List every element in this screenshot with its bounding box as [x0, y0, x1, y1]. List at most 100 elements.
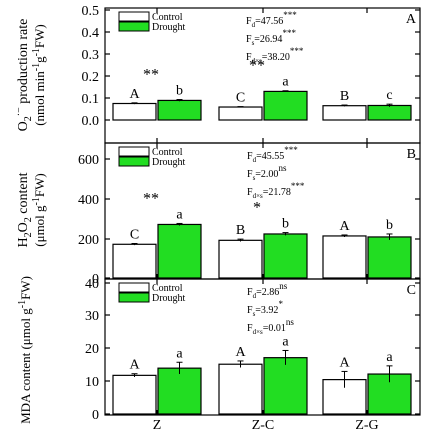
significance-letter: A	[129, 87, 140, 102]
legend-swatch	[118, 156, 150, 167]
stat-part: ***	[284, 145, 298, 155]
stat-part: ***	[290, 46, 304, 56]
y-tick-label: 0.2	[82, 70, 100, 85]
stat-part: F	[247, 287, 253, 298]
stat-line: Fd×s=38.20***	[246, 46, 304, 65]
stat-part: =21.78	[263, 187, 291, 198]
stat-part: =26.94	[254, 34, 282, 45]
y-label-part: -1	[17, 300, 28, 308]
y-axis-label: MDA content (μmol g-1FW)	[17, 276, 33, 424]
significance-letter: c	[386, 88, 392, 103]
y-tick-label: 0.1	[82, 92, 100, 107]
y-label-part: 2	[23, 116, 34, 121]
stat-part: ***	[282, 28, 296, 38]
bar-drought	[157, 223, 202, 279]
x-tick-label: Z	[153, 418, 162, 430]
panel-C: 0 10 20 30 40 C MDA content (μmol g-1FW) A A A Con…	[17, 276, 421, 424]
stat-part: F	[247, 169, 253, 180]
stat-part: F	[246, 34, 252, 45]
bar-control	[112, 102, 157, 121]
bar-control	[218, 363, 263, 415]
y-label-part: 2	[23, 232, 34, 237]
stat-part: ns	[279, 281, 288, 291]
bar-control	[322, 379, 367, 415]
y-label-part: (μmol g	[32, 205, 47, 247]
y-tick-label: 0.5	[82, 4, 100, 19]
y-label-part: 2	[23, 217, 34, 222]
x-tick-label: Z-C	[252, 418, 275, 430]
x-tick-label: Z-G	[355, 418, 378, 430]
y-label-part: FW)	[18, 276, 33, 300]
y-tick-label: 0.0	[82, 114, 100, 129]
stat-part: =47.56	[255, 16, 283, 27]
stat-part: ***	[291, 181, 305, 191]
y-tick-label: 0.4	[82, 26, 100, 41]
stat-part: d	[253, 292, 257, 300]
significance-letter: a	[282, 75, 289, 90]
stat-part: d×s	[253, 328, 263, 336]
legend-label: Drought	[152, 157, 186, 168]
panel-label: B	[407, 147, 416, 162]
significance-letter: a	[386, 350, 393, 365]
stat-line: Fd=47.56***	[246, 10, 297, 29]
y-label-part: -1	[31, 63, 42, 71]
bar-drought	[367, 236, 412, 279]
stat-part: d×s	[252, 57, 262, 65]
stat-part: d	[253, 156, 257, 164]
stat-part: ns	[286, 317, 295, 327]
y-label-part: ·−	[14, 107, 25, 116]
significance-letter: B	[340, 89, 349, 104]
significance-letter: A	[235, 345, 246, 360]
legend-swatch	[118, 282, 150, 293]
significance-letter: b	[176, 84, 183, 99]
y-label-part: production rate	[16, 19, 31, 108]
stat-part: s	[253, 310, 256, 318]
stat-part: F	[246, 16, 252, 27]
significance-letter: a	[176, 346, 183, 361]
bar-drought	[263, 357, 308, 415]
bar-control	[322, 235, 367, 279]
stat-part: ns	[278, 163, 287, 173]
y-label-part: FW)	[32, 24, 47, 48]
stat-part: ***	[283, 10, 297, 20]
significance-letter: A	[129, 358, 140, 373]
legend-label: Drought	[152, 293, 186, 304]
stat-part: F	[247, 151, 253, 162]
stat-part: =38.20	[262, 52, 290, 63]
bar-drought	[263, 233, 308, 279]
stat-part: F	[246, 52, 252, 63]
significance-stars: *	[253, 200, 261, 217]
y-tick-label: 10	[85, 375, 99, 390]
bar-drought	[367, 104, 412, 121]
bar-control	[218, 106, 263, 121]
significance-letter: A	[339, 355, 350, 370]
bar-drought	[157, 99, 202, 121]
bar-control	[218, 239, 263, 279]
significance-letter: a	[282, 334, 289, 349]
legend-swatch	[118, 292, 150, 303]
significance-letter: C	[130, 227, 139, 242]
significance-letter: b	[282, 217, 289, 232]
significance-letter: A	[339, 219, 350, 234]
bar-drought	[263, 90, 308, 121]
significance-letter: C	[236, 91, 245, 106]
y-label-part: FW)	[32, 173, 47, 197]
significance-stars: **	[143, 190, 159, 207]
legend-swatch	[118, 146, 150, 157]
legend-label: Drought	[152, 22, 186, 33]
stat-line: Fd×s=21.78***	[247, 181, 305, 200]
significance-stars: **	[249, 58, 265, 75]
panel-A: 0.0 0.1 0.2 0.3 0.4 0.5 A O2·− production rate(…	[14, 4, 421, 144]
y-label-part: O	[16, 222, 31, 232]
stat-part: F	[247, 323, 253, 334]
panel-label: A	[406, 12, 417, 27]
bar-drought	[157, 367, 202, 415]
y-label-part: g	[32, 56, 47, 63]
legend-swatch	[118, 21, 150, 32]
panel-label: C	[407, 283, 416, 298]
y-axis-label: O2·− production rate(nmol min-1g-1FW)	[14, 19, 47, 132]
y-tick-label: 0	[92, 408, 99, 423]
y-tick-label: 40	[85, 277, 99, 292]
